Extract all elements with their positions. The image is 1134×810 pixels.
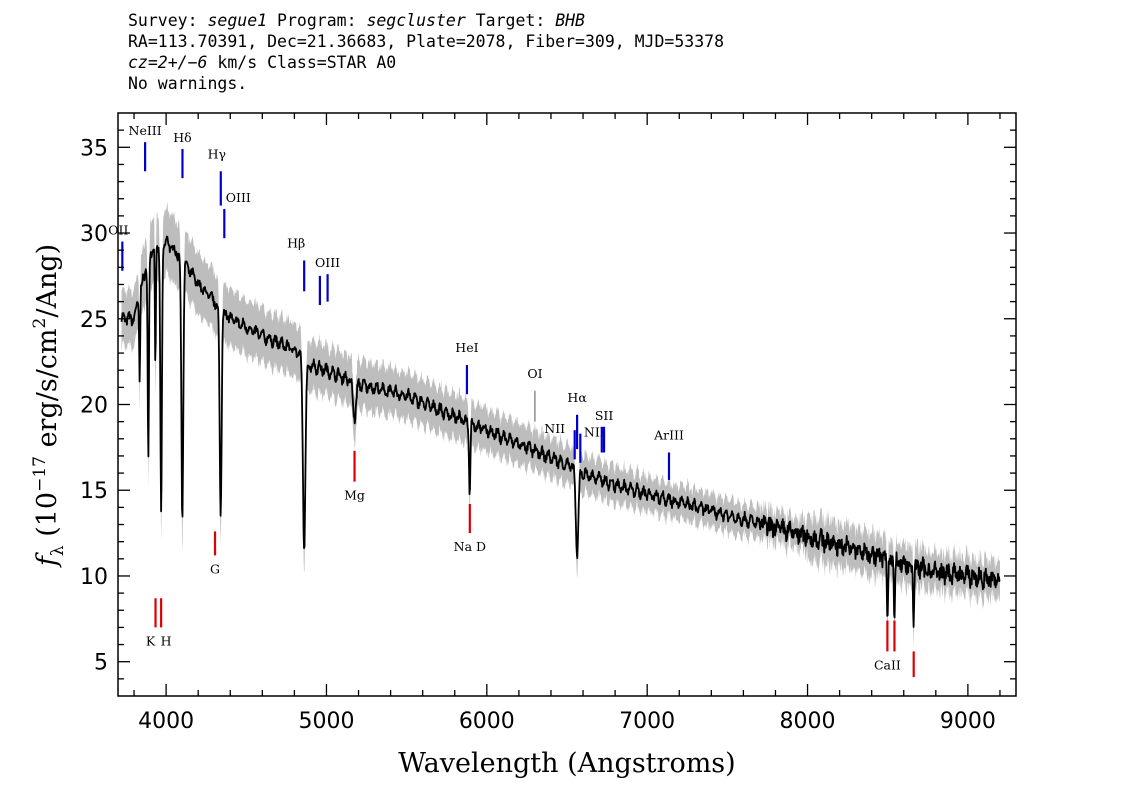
x-tick-label: 4000 <box>138 709 194 734</box>
emission-line-label: SII <box>595 408 614 423</box>
emission-line-label: Hβ <box>287 235 305 250</box>
y-tick-label: 15 <box>80 479 108 504</box>
emission-line-label: Hα <box>567 390 587 405</box>
x-tick-label: 9000 <box>940 709 996 734</box>
x-tick-label: 8000 <box>780 709 836 734</box>
emission-line-label: HeI <box>455 340 478 355</box>
absorption-line-label: Na D <box>454 539 486 554</box>
absorption-line-label: K <box>146 633 156 648</box>
x-tick-label: 5000 <box>298 709 354 734</box>
program-label: Program: <box>267 11 367 30</box>
header-line-survey: Survey: segue1 Program: segcluster Targe… <box>128 10 724 31</box>
y-tick-label: 35 <box>80 136 108 161</box>
absorption-line-label: Mg <box>344 488 365 503</box>
x-tick-label: 6000 <box>459 709 515 734</box>
y-axis-label: fλ (10−17 erg/s/cm2/Ang) <box>30 244 68 568</box>
header-line-coordinates: RA=113.70391, Dec=21.36683, Plate=2078, … <box>128 32 725 51</box>
spectrum-header: Survey: segue1 Program: segcluster Targe… <box>128 10 724 94</box>
target-label: Target: <box>465 11 556 30</box>
survey-label: Survey: <box>128 11 208 30</box>
emission-line-label: NII <box>544 421 565 436</box>
y-tick-label: 10 <box>80 565 108 590</box>
target-value: BHB <box>555 11 585 30</box>
error-band <box>121 201 1000 649</box>
spectrum-line <box>120 235 1001 628</box>
absorption-line-label: CaII <box>874 657 901 672</box>
x-axis-label: Wavelength (Angstroms) <box>398 748 735 779</box>
axis-ticks: 4000 5000 6000 7000 8000 9000 5 10 15 20 25 30 35 <box>80 113 1016 734</box>
survey-value: segue1 <box>207 11 268 30</box>
y-tick-label: 20 <box>80 394 108 419</box>
emission-line-label: NII <box>584 425 605 440</box>
class-value: km/s Class=STAR A0 <box>207 53 397 72</box>
emission-line-label: OIII <box>315 255 340 270</box>
absorption-line-label: G <box>210 561 220 576</box>
header-line-redshift: cz=2+/−6 km/s Class=STAR A0 <box>128 52 724 73</box>
absorption-line-label: H <box>161 633 172 648</box>
redshift-value: cz=2+/−6 <box>128 53 208 72</box>
emission-line-label: Hδ <box>173 130 191 145</box>
emission-line-label: ArIII <box>653 428 684 443</box>
y-tick-label: 5 <box>94 651 108 676</box>
y-tick-label: 30 <box>80 222 108 247</box>
emission-line-label: OIII <box>226 190 251 205</box>
emission-line-label: Hγ <box>208 146 226 161</box>
spectrum-series <box>120 235 1001 628</box>
program-value: segcluster <box>366 11 466 30</box>
emission-line-label: NeIII <box>129 123 162 138</box>
x-tick-label: 7000 <box>619 709 675 734</box>
header-line-warnings: No warnings. <box>128 74 248 93</box>
emission-line-label: OI <box>527 366 542 381</box>
error-band-area <box>121 201 1000 649</box>
y-tick-label: 25 <box>80 308 108 333</box>
svg-text:fλ (10−17 erg/s/cm2/Ang): fλ (10−17 erg/s/cm2/Ang) <box>30 244 68 568</box>
